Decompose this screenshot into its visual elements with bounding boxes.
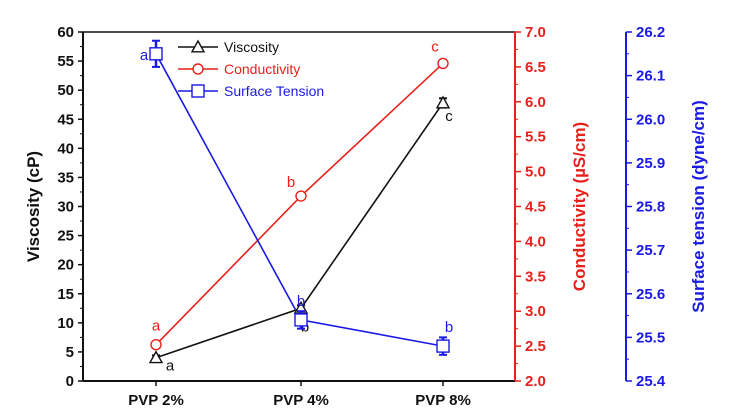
legend-marker-surface-tension [191,84,205,98]
viscosity-tick-label: 30 [57,199,74,216]
legend-label-conductivity: Conductivity [224,61,300,77]
viscosity-tick-label: 10 [57,315,74,332]
surface-tension-tick-label: 25.8 [636,199,665,216]
conductivity-point [437,57,449,70]
viscosity-tick-label: 25 [57,228,74,245]
legend-label-surface-tension: Surface Tension [224,83,324,99]
legend-marker-viscosity [190,39,206,53]
conductivity-tick-label: 3.0 [525,303,546,320]
surface-tension-tick-label: 25.4 [636,373,666,390]
conductivity-tick-label: 2.5 [525,338,546,355]
surface-tension-tick-label: 25.5 [636,329,665,346]
viscosity-tick-label: 5 [66,344,74,361]
viscosity-axis-title: Viscosity (cP) [24,151,43,262]
viscosity-tick-label: 60 [57,24,74,41]
surface-tension-axis-title: Surface tension (dyne/cm) [689,100,708,313]
conductivity-tick-label: 5.0 [525,164,546,181]
surface-tension-point [294,313,308,327]
legend-marker-conductivity [192,63,204,75]
x-tick-label: PVP 4% [273,392,329,409]
viscosity-point [435,95,451,109]
conductivity-tick-label: 5.5 [525,129,546,146]
legend: Viscosity Conductivity Surface Tension [178,39,324,99]
surface-tension-tick-label: 25.9 [636,155,665,172]
surface-tension-point [436,339,450,353]
viscosity-sig-label: a [166,358,175,375]
conductivity-tick-label: 6.5 [525,59,546,76]
viscosity-sig-label: c [445,108,453,125]
surface-tension-point [149,47,163,61]
viscosity-tick-label: 45 [57,111,74,128]
viscosity-tick-label: 55 [57,53,74,70]
surface-tension-tick-label: 26.0 [636,111,665,128]
conductivity-sig-label: b [287,174,295,191]
x-tick-label: PVP 8% [415,392,471,409]
surface-tension-sig-label: b [297,293,305,310]
viscosity-tick-label: 40 [57,140,74,157]
conductivity-tick-label: 2.0 [525,373,546,390]
conductivity-sig-label: a [152,318,161,335]
surface-tension-sig-label: a [140,47,149,64]
viscosity-point [148,350,164,364]
conductivity-axis-title: Conductivity (µS/cm) [570,122,589,291]
conductivity-point [295,190,307,202]
viscosity-sig-label: b [301,318,309,335]
conductivity-tick-label: 4.0 [525,233,546,250]
conductivity-tick-label: 7.0 [525,24,546,41]
viscosity-tick-label: 20 [57,257,74,274]
surface-tension-tick-label: 26.2 [636,24,665,41]
viscosity-tick-label: 35 [57,169,74,186]
conductivity-point [150,339,162,351]
conductivity-sig-label: c [431,38,439,55]
surface-tension-sig-label: b [445,319,453,336]
viscosity-tick-label: 15 [57,286,74,303]
axes-group: 0 5 10 15 20 25 30 35 40 45 50 55 60 2.0 2.5 3.0 3.5 4.0 4… [24,24,708,409]
surface-tension-tick-label: 25.7 [636,242,665,259]
conductivity-tick-label: 4.5 [525,199,546,216]
surface-tension-tick-label: 26.1 [636,68,665,85]
conductivity-tick-label: 6.0 [525,94,546,111]
viscosity-tick-label: 50 [57,82,74,99]
x-tick-label: PVP 2% [128,392,184,409]
viscosity-tick-label: 0 [66,373,74,390]
surface-tension-tick-label: 25.6 [636,286,665,303]
legend-label-viscosity: Viscosity [224,39,279,55]
conductivity-tick-label: 3.5 [525,268,546,285]
